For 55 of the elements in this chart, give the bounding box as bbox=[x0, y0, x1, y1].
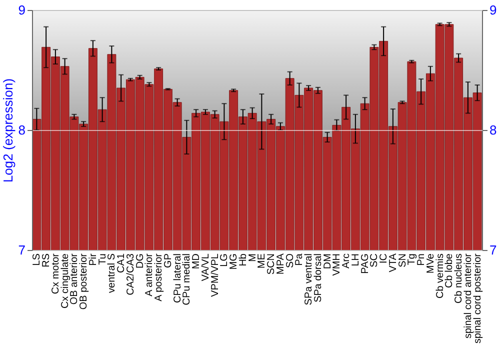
x-tick-label: Tu bbox=[97, 254, 108, 265]
y-tick-label: 9 bbox=[18, 2, 26, 18]
x-tick-label: GP bbox=[162, 253, 174, 268]
x-tick-label: CA1 bbox=[116, 253, 128, 273]
x-tick-label: Cb lobe bbox=[444, 253, 456, 288]
x-tick-label: RS bbox=[41, 253, 52, 268]
x-tick-label: ME bbox=[256, 253, 268, 268]
x-tick-label: OB posterior bbox=[78, 252, 90, 310]
x-tick-label: Hb bbox=[238, 253, 249, 266]
x-tick-label: VTA bbox=[388, 253, 399, 272]
x-tick-label: spinal cord posterior bbox=[472, 252, 484, 344]
x-tick-label: Pn bbox=[416, 254, 428, 266]
x-tick-label: A anterior bbox=[144, 252, 156, 296]
x-tick-label: Cx cingulate bbox=[60, 253, 71, 309]
x-tick-label: SC bbox=[369, 254, 380, 268]
x-tick-label: DM bbox=[322, 254, 334, 270]
y-tick-label: 8 bbox=[18, 122, 26, 138]
x-tick-label: MG bbox=[228, 253, 240, 270]
y2-tick-label: 7 bbox=[490, 242, 497, 258]
x-tick-label: LG bbox=[219, 253, 230, 267]
x-tick-label: PAG bbox=[360, 253, 371, 274]
x-tick-label: CPu medial bbox=[182, 254, 193, 306]
x-tick-label: VPM/VPL bbox=[210, 253, 221, 297]
x-tick-label: MD bbox=[191, 254, 202, 270]
x-tick-label: DG bbox=[134, 253, 146, 268]
x-tick-label: LS bbox=[32, 253, 43, 266]
y2-tick-label: 8 bbox=[490, 122, 497, 138]
x-tick-label: Pa bbox=[294, 253, 306, 266]
x-tick-label: SCN bbox=[266, 254, 278, 275]
x-tick-label: spinal cord anterior bbox=[462, 252, 474, 339]
x-tick-label: IC bbox=[378, 254, 390, 264]
x-tick-label: CA2/CA3 bbox=[125, 253, 136, 296]
x-tick-label: SPa ventral bbox=[304, 254, 315, 306]
x-tick-label: Arc bbox=[341, 254, 352, 268]
x-tick-label: Cb vermis bbox=[434, 254, 446, 299]
x-tick-label: M bbox=[247, 254, 258, 262]
x-tick-label: CPu lateral bbox=[172, 254, 184, 303]
x-tick-label: VA/VL bbox=[200, 253, 212, 282]
x-tick-label: Cb nucleus bbox=[454, 254, 465, 304]
x-tick-label: A posterior bbox=[154, 252, 165, 302]
x-tick-label: MVe bbox=[425, 253, 436, 274]
x-tick-label: SPa dorsal bbox=[312, 254, 324, 302]
x-tick-label: OB anterior bbox=[69, 252, 80, 305]
y-tick-label: 7 bbox=[18, 242, 26, 258]
x-tick-label: SO bbox=[284, 253, 296, 268]
x-tick-label: MPA bbox=[275, 253, 286, 274]
y-axis-title: Log2 (expression) bbox=[0, 78, 16, 183]
x-tick-label: SN bbox=[397, 254, 408, 268]
x-tick-label: Cx motor bbox=[50, 252, 62, 294]
x-tick-label: Tg bbox=[406, 254, 418, 266]
x-tick-label: LH bbox=[350, 254, 362, 266]
x-tick-label: VMH bbox=[332, 254, 343, 276]
x-tick-label: Pir bbox=[88, 252, 99, 266]
y2-tick-label: 9 bbox=[490, 2, 497, 18]
x-tick-label: ventral S bbox=[106, 253, 118, 293]
